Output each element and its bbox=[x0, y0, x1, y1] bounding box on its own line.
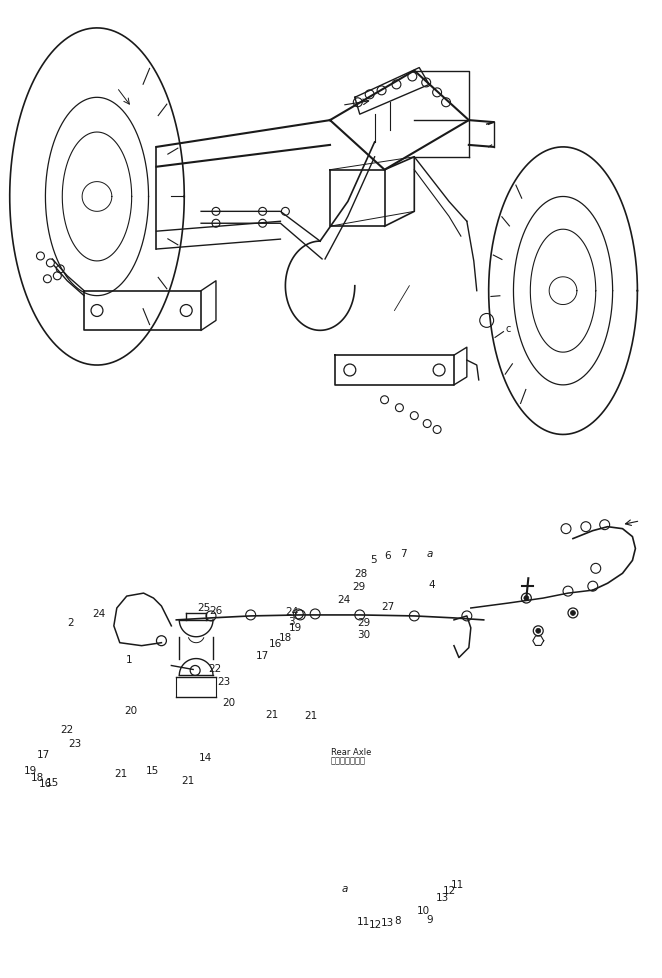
Text: 23: 23 bbox=[68, 738, 81, 748]
Text: 17: 17 bbox=[37, 749, 50, 759]
Text: 7: 7 bbox=[400, 548, 406, 558]
Text: c: c bbox=[506, 324, 511, 334]
Text: 22: 22 bbox=[209, 663, 222, 674]
Text: 18: 18 bbox=[279, 633, 292, 643]
Text: 24: 24 bbox=[338, 595, 351, 604]
Text: 27: 27 bbox=[381, 601, 394, 611]
Text: リアーアクスル: リアーアクスル bbox=[331, 756, 366, 765]
Text: 4: 4 bbox=[428, 579, 435, 589]
Text: 19: 19 bbox=[24, 765, 37, 776]
Text: 5: 5 bbox=[370, 555, 377, 564]
Text: 8: 8 bbox=[394, 915, 401, 925]
Text: 3: 3 bbox=[288, 617, 295, 627]
Text: 20: 20 bbox=[222, 697, 236, 707]
Text: 19: 19 bbox=[289, 623, 302, 633]
Circle shape bbox=[524, 596, 529, 600]
Text: 9: 9 bbox=[426, 913, 433, 923]
Circle shape bbox=[536, 629, 541, 634]
Text: 20: 20 bbox=[124, 705, 137, 715]
Text: 1: 1 bbox=[126, 654, 133, 665]
Text: 11: 11 bbox=[357, 916, 371, 926]
Text: 15: 15 bbox=[46, 777, 60, 787]
Text: 21: 21 bbox=[265, 709, 279, 719]
Text: 6: 6 bbox=[384, 550, 391, 560]
Text: 22: 22 bbox=[60, 725, 73, 734]
Text: 29: 29 bbox=[353, 581, 366, 591]
Text: 16: 16 bbox=[39, 778, 52, 788]
Text: 14: 14 bbox=[199, 753, 212, 763]
Text: 16: 16 bbox=[269, 639, 283, 648]
Text: 12: 12 bbox=[369, 919, 383, 929]
Text: 18: 18 bbox=[31, 772, 44, 782]
Text: 30: 30 bbox=[357, 630, 370, 640]
Text: 29: 29 bbox=[357, 618, 371, 628]
Text: 24: 24 bbox=[92, 608, 105, 618]
Text: 2: 2 bbox=[67, 618, 73, 628]
Text: 13: 13 bbox=[381, 917, 394, 927]
Text: 13: 13 bbox=[436, 892, 449, 903]
Text: 21: 21 bbox=[115, 768, 128, 778]
Text: 24: 24 bbox=[285, 606, 299, 616]
Text: 23: 23 bbox=[217, 676, 230, 686]
Text: 26: 26 bbox=[210, 605, 223, 615]
Text: a: a bbox=[426, 548, 432, 558]
Text: a: a bbox=[342, 883, 348, 894]
Text: 25: 25 bbox=[198, 602, 211, 612]
Text: 28: 28 bbox=[355, 568, 368, 578]
Text: 17: 17 bbox=[256, 649, 269, 660]
Text: 21: 21 bbox=[305, 710, 318, 720]
Circle shape bbox=[571, 611, 575, 616]
Text: 11: 11 bbox=[450, 878, 463, 889]
Text: Rear Axle: Rear Axle bbox=[331, 747, 371, 756]
Text: 21: 21 bbox=[181, 775, 195, 785]
Text: 15: 15 bbox=[146, 765, 159, 776]
Text: 12: 12 bbox=[444, 885, 457, 896]
Text: 10: 10 bbox=[416, 905, 430, 914]
